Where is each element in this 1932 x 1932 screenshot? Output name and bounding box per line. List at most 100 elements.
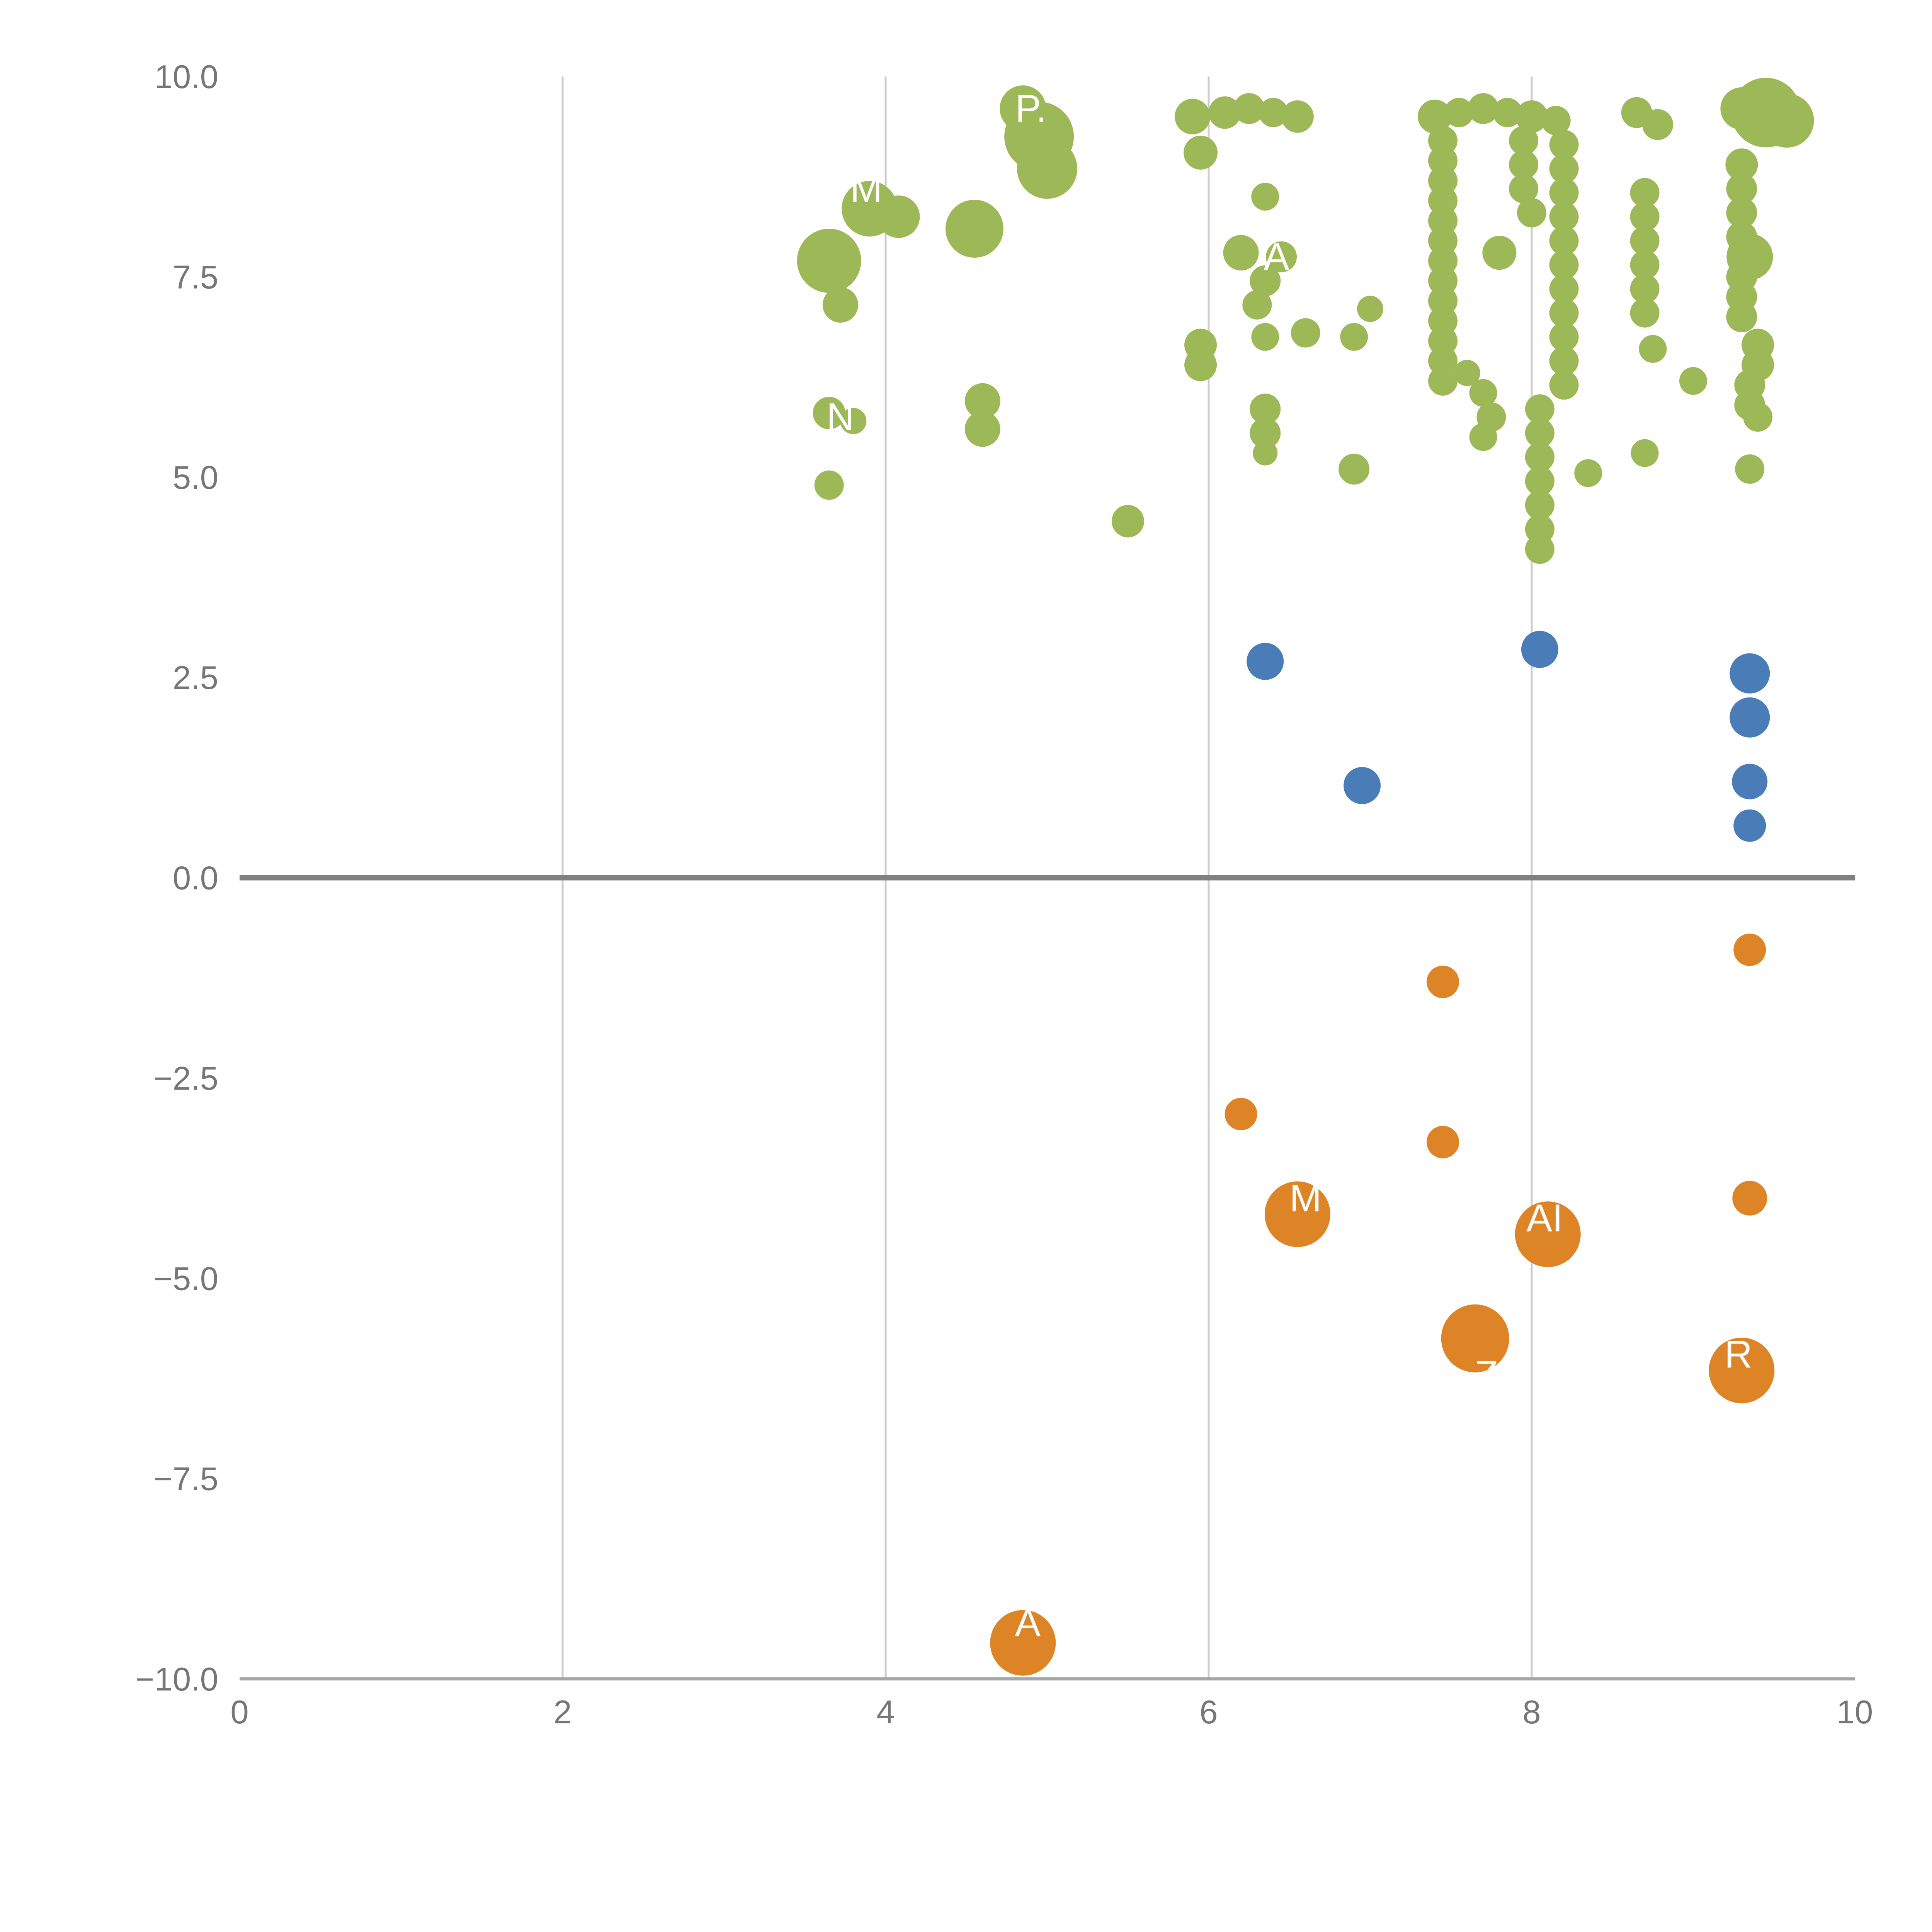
data-point-green-cluster xyxy=(1639,335,1667,363)
data-point-green-cluster xyxy=(1549,178,1579,207)
x-tick-label: 0 xyxy=(230,1694,248,1731)
data-point-green-cluster xyxy=(1469,423,1497,451)
data-point-orange-cluster xyxy=(1225,1098,1257,1131)
data-point-green-cluster xyxy=(840,408,867,434)
data-point-green-cluster xyxy=(1525,534,1554,564)
y-tick-label: −5.0 xyxy=(153,1260,218,1297)
data-point-green-cluster xyxy=(1259,98,1288,128)
y-tick-label: 5.0 xyxy=(173,459,218,496)
data-point-orange-cluster xyxy=(1732,1180,1767,1216)
data-point-green-cluster xyxy=(1630,274,1660,304)
data-point-green-cluster xyxy=(1251,323,1279,351)
y-tick-label: −10.0 xyxy=(135,1661,218,1698)
data-point-green-cluster xyxy=(1743,402,1773,432)
data-point-green-cluster xyxy=(1250,265,1281,296)
data-point-blue-cluster xyxy=(1732,764,1768,799)
data-point-green-cluster xyxy=(822,287,858,323)
data-point-green-cluster xyxy=(1642,109,1673,140)
data-point-blue-cluster xyxy=(1730,653,1770,694)
data-point-green-cluster xyxy=(1515,100,1548,133)
y-tick-label: −7.5 xyxy=(153,1461,218,1498)
data-point-green-cluster xyxy=(813,396,845,429)
data-point-green-cluster xyxy=(797,228,861,293)
data-point-green-cluster xyxy=(1509,126,1539,155)
data-point-green-cluster xyxy=(1726,173,1757,204)
point-label: A xyxy=(1015,1601,1041,1645)
data-point-green-cluster xyxy=(1223,235,1259,271)
data-point-green-cluster xyxy=(1250,393,1281,425)
data-point-orange-cluster xyxy=(1427,966,1459,998)
data-point-green-cluster xyxy=(1509,174,1539,204)
data-point-green-cluster xyxy=(1454,360,1480,386)
data-point-green-cluster xyxy=(1517,198,1546,228)
data-point-green-cluster xyxy=(1549,298,1579,328)
data-point-green-cluster xyxy=(1735,454,1765,484)
y-tick-label: 0.0 xyxy=(173,860,218,897)
y-tick-label: 7.5 xyxy=(173,259,218,296)
data-point-blue-cluster xyxy=(1344,767,1381,804)
data-point-green-cluster xyxy=(1469,379,1497,407)
data-point-orange-cluster xyxy=(990,1610,1056,1676)
data-point-green-cluster xyxy=(1112,505,1144,537)
point-label: R xyxy=(1725,1333,1752,1376)
data-point-green-cluster xyxy=(964,383,1000,419)
data-point-blue-cluster xyxy=(1730,697,1770,738)
data-point-blue-cluster xyxy=(1521,631,1558,668)
data-point-green-cluster xyxy=(1291,318,1320,348)
data-point-orange-cluster xyxy=(1441,1304,1509,1372)
data-point-green-cluster xyxy=(1357,296,1383,322)
data-point-orange-cluster xyxy=(1427,1126,1459,1158)
data-point-green-cluster xyxy=(1525,418,1554,448)
point-label: P. xyxy=(1015,87,1047,130)
x-tick-label: 6 xyxy=(1199,1694,1218,1731)
x-tick-label: 4 xyxy=(876,1694,895,1731)
data-point-green-cluster xyxy=(1549,322,1579,352)
data-point-green-cluster xyxy=(1525,490,1554,520)
data-point-green-cluster xyxy=(1549,226,1579,256)
y-tick-label: 2.5 xyxy=(173,660,218,696)
data-point-green-cluster xyxy=(1242,290,1272,320)
data-point-green-cluster xyxy=(1630,226,1660,256)
data-point-green-cluster xyxy=(1017,138,1077,199)
data-point-green-cluster xyxy=(1175,99,1211,134)
data-point-green-cluster xyxy=(1184,349,1217,381)
point-label: A xyxy=(1264,235,1289,279)
point-label: M xyxy=(1289,1177,1321,1220)
data-point-green-cluster xyxy=(1549,274,1579,304)
point-label: ZE xyxy=(1475,1353,1524,1396)
x-tick-label: 10 xyxy=(1837,1694,1873,1731)
data-point-green-cluster xyxy=(1631,439,1659,467)
data-point-green-cluster xyxy=(1281,100,1314,133)
data-point-green-cluster xyxy=(1253,440,1278,466)
data-point-green-cluster xyxy=(1725,148,1758,181)
point-label: N xyxy=(827,395,854,439)
data-point-orange-cluster xyxy=(1709,1337,1775,1403)
data-point-green-cluster xyxy=(1251,183,1279,211)
data-point-orange-cluster xyxy=(1515,1201,1581,1267)
data-point-blue-cluster xyxy=(1733,809,1766,842)
point-label: M xyxy=(850,167,882,210)
data-point-blue-cluster xyxy=(1247,643,1284,680)
data-point-green-cluster xyxy=(877,195,920,238)
data-point-green-cluster xyxy=(1428,366,1458,396)
y-tick-label: 10.0 xyxy=(155,59,218,95)
data-point-green-cluster xyxy=(1549,202,1579,231)
data-point-green-cluster xyxy=(1549,154,1579,184)
y-tick-label: −2.5 xyxy=(153,1060,218,1097)
x-tick-label: 8 xyxy=(1522,1694,1541,1731)
data-point-green-cluster xyxy=(1266,241,1297,272)
data-point-green-cluster xyxy=(1574,459,1602,487)
data-point-green-cluster xyxy=(1525,442,1554,472)
data-point-green-cluster xyxy=(1760,94,1814,148)
x-tick-label: 2 xyxy=(553,1694,571,1731)
data-point-green-cluster xyxy=(1541,106,1571,136)
data-point-green-cluster xyxy=(1549,370,1579,400)
data-point-green-cluster xyxy=(1549,250,1579,280)
data-point-green-cluster xyxy=(1679,367,1707,395)
data-point-green-cluster xyxy=(1630,178,1660,207)
data-point-green-cluster xyxy=(1726,301,1757,333)
data-point-green-cluster xyxy=(1630,250,1660,280)
data-point-orange-cluster xyxy=(1733,934,1766,966)
data-point-green-cluster xyxy=(1525,394,1554,424)
